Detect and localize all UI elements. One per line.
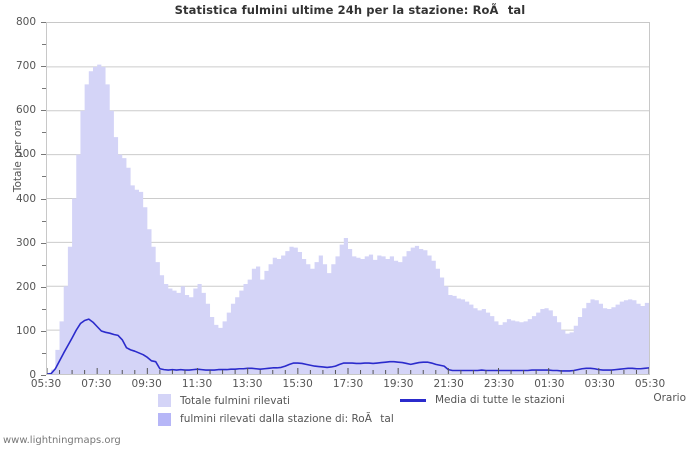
series-area-total-fulmini-rilevati <box>47 64 649 374</box>
y-tick-label-0: 0 <box>29 369 36 381</box>
y-tick-mark-200 <box>41 286 46 288</box>
x-tick-label-6: 17:30 <box>332 378 364 390</box>
x-tick-label-11: 03:30 <box>584 378 615 390</box>
y-tick-label-200: 200 <box>15 280 36 293</box>
y-tick-mark-400 <box>41 198 46 200</box>
page-title: Statistica fulmini ultime 24h per la sta… <box>174 3 526 17</box>
y-tick-label-300: 300 <box>15 236 36 249</box>
x-tick-label-1: 07:30 <box>81 378 112 390</box>
legend-swatch-total-icon <box>158 394 171 407</box>
x-tick-label-7: 19:30 <box>383 378 414 390</box>
y-tick-label-700: 700 <box>15 60 36 73</box>
legend-item-total[interactable]: Totale fulmini rilevati <box>158 394 290 407</box>
watermark: www.lightningmaps.org <box>3 435 121 446</box>
legend-label-station: fulmini rilevati dalla stazione di: RoÃ… <box>180 413 394 425</box>
y-tick-mark-minor-650 <box>42 88 46 90</box>
y-tick-label-100: 100 <box>15 324 36 337</box>
y-tick-mark-minor-350 <box>42 220 46 222</box>
y-tick-mark-minor-750 <box>42 44 46 46</box>
y-tick-mark-minor-250 <box>42 264 46 266</box>
y-tick-label-500: 500 <box>15 148 36 161</box>
x-axis-tick-labels: 05:30 07:30 09:30 11:30 13:30 15:30 17:30 19:30… <box>0 378 700 394</box>
y-axis-tick-labels: 0 100 200 300 400 500 600 700 800 <box>0 0 46 400</box>
legend-item-station[interactable]: fulmini rilevati dalla stazione di: RoÃ… <box>158 413 394 426</box>
legend-item-average[interactable]: Media di tutte le stazioni <box>400 394 565 406</box>
x-tick-label-5: 15:30 <box>282 378 313 390</box>
x-tick-label-10: 01:30 <box>534 378 565 390</box>
plot-area <box>46 22 650 375</box>
x-tick-label-3: 11:30 <box>181 378 213 390</box>
y-tick-mark-0 <box>41 375 46 376</box>
y-tick-mark-300 <box>41 242 46 244</box>
legend-label-average: Media di tutte le stazioni <box>435 394 565 406</box>
x-tick-label-8: 21:30 <box>433 378 464 390</box>
y-axis-title: Totale per ora <box>12 119 24 193</box>
x-tick-label-12: 05:30 <box>634 378 666 390</box>
y-tick-mark-minor-450 <box>42 176 46 178</box>
y-tick-mark-500 <box>41 154 46 156</box>
y-tick-mark-100 <box>41 330 46 332</box>
y-tick-mark-700 <box>41 66 46 68</box>
chart-legend: Totale fulmini rilevati Media di tutte l… <box>0 394 700 430</box>
y-tick-label-400: 400 <box>15 192 36 205</box>
y-tick-mark-minor-50 <box>42 352 46 354</box>
x-axis-title: Orario <box>653 392 686 404</box>
y-tick-mark-800 <box>41 22 46 23</box>
chart-canvas <box>47 64 649 374</box>
y-tick-mark-minor-550 <box>42 132 46 134</box>
x-tick-label-9: 23:30 <box>483 378 515 390</box>
legend-line-average-icon <box>400 398 426 402</box>
x-tick-label-0: 05:30 <box>30 378 62 390</box>
y-tick-mark-600 <box>41 110 46 112</box>
y-tick-label-800: 800 <box>15 16 36 28</box>
legend-swatch-station-icon <box>158 413 171 426</box>
y-tick-mark-minor-150 <box>42 308 46 310</box>
legend-label-total: Totale fulmini rilevati <box>180 394 290 407</box>
y-tick-label-600: 600 <box>15 104 36 117</box>
x-tick-label-2: 09:30 <box>131 378 162 390</box>
x-tick-label-4: 13:30 <box>232 378 263 390</box>
